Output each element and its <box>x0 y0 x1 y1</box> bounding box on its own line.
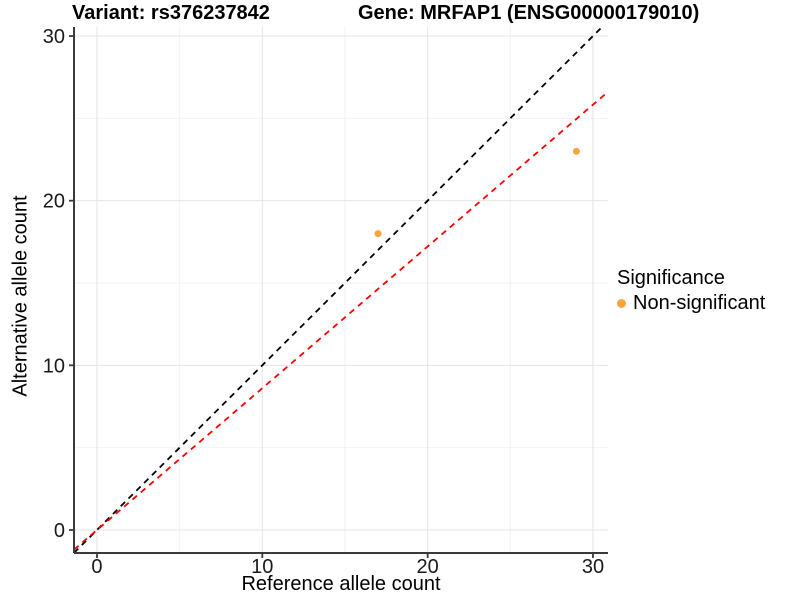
x-tick-label: 0 <box>91 556 102 578</box>
plot-title-variant: Variant: rs376237842 <box>72 2 270 24</box>
fit-line <box>73 91 609 551</box>
data-point <box>374 230 382 238</box>
legend-point-swatch <box>617 299 626 308</box>
identity-line <box>73 26 603 554</box>
y-tick-label: 30 <box>43 26 65 48</box>
data-point <box>572 147 580 155</box>
legend-item: Non-significant <box>617 292 765 315</box>
legend-title: Significance <box>617 267 725 289</box>
legend: Significance Non-significant <box>617 267 765 315</box>
y-tick-label: 10 <box>43 355 65 377</box>
plot-title-gene: Gene: MRFAP1 (ENSG00000179010) <box>358 2 700 24</box>
x-tick-label: 10 <box>251 556 273 578</box>
y-tick-label: 20 <box>43 191 65 213</box>
x-tick-label: 30 <box>582 556 604 578</box>
x-axis-title: Reference allele count <box>241 573 441 595</box>
y-tick-label: 0 <box>54 520 65 542</box>
y-axis-title: Alternative allele count <box>9 195 32 397</box>
x-tick-label: 20 <box>417 556 439 578</box>
legend-item-label: Non-significant <box>633 292 766 314</box>
